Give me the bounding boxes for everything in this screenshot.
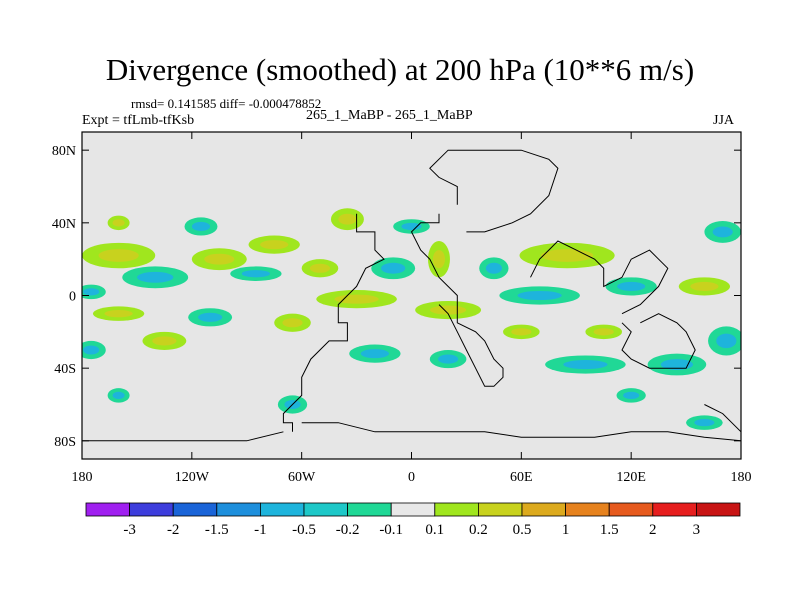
coastline-1 [410,213,504,387]
colorbar-box [303,502,348,517]
anomaly-core-pos-9 [432,250,445,269]
anomaly-core-neg-26 [716,333,737,349]
experiment-text: Expt = tfLmb-tfKsb [82,113,195,128]
colorbar-label: -0.2 [336,522,360,538]
colorbar-box [521,502,566,517]
anomaly-core-neg-3 [191,221,211,232]
anomaly-core-pos-35 [112,219,125,227]
field-layer [82,208,741,430]
colorbar-box [696,502,741,517]
colorbar-box [216,502,261,517]
coastline-7 [704,404,741,433]
anomaly-core-neg-5 [241,270,270,278]
y-tick-label: 80N [52,144,76,159]
anomaly-core-neg-24 [438,354,459,364]
anomaly-core-neg-27 [660,359,694,370]
colorbar-box [259,502,305,517]
x-tick-label: 180 [731,470,752,485]
colorbar-label: -3 [123,522,136,538]
coastline-layer [82,149,741,442]
colorbar-box [477,502,523,517]
anomaly-core-neg-12 [617,281,646,291]
anomaly-core-pos-18 [104,310,133,318]
x-tick-label: 180 [72,470,93,485]
colorbar-box [129,502,174,517]
anomaly-core-neg-14 [712,226,733,238]
colorbar-label: 1.5 [600,522,619,538]
anomaly-core-pos-29 [511,328,532,336]
anomaly-core-neg-25 [563,359,608,370]
season-text: JJA [713,113,735,128]
colorbar-box [85,502,130,517]
anomaly-core-pos-31 [309,263,331,273]
anomaly-core-pos-4 [260,240,289,250]
anomaly-core-neg-6 [83,288,100,296]
y-tick-label: 0 [69,290,76,305]
anomaly-core-pos-11 [540,249,594,262]
colorbar-box [565,502,610,517]
coastline-3 [530,240,669,315]
y-tick-label: 40S [54,362,76,377]
x-tick-label: 120W [175,470,210,485]
colorbar-label: 0.1 [425,522,444,538]
colorbar-box [434,502,479,517]
anomaly-core-pos-7 [338,213,357,225]
stats-text: rmsd= 0.141585 diff= -0.000478852 [131,96,322,111]
anomaly-core-pos-30 [593,328,614,336]
x-tick-label: 0 [408,470,415,485]
case-text: 265_1_MaBP - 265_1_MaBP [306,108,473,123]
y-tick-label: 40N [52,217,76,232]
coastline-0 [282,213,385,432]
x-tick-label: 60E [510,470,533,485]
anomaly-core-pos-13 [690,281,719,291]
y-tick-label: 80S [54,435,76,450]
colorbar-label: 0.2 [469,522,488,538]
anomaly-core-neg-17 [517,290,562,301]
colorbar-label: -0.5 [292,522,316,538]
map-background [82,132,741,459]
anomaly-core-neg-34 [112,391,125,400]
anomaly-core-neg-19 [198,312,223,322]
colorbar-box [390,502,436,517]
colorbar-label: -2 [167,522,180,538]
anomaly-core-pos-20 [152,336,177,346]
coastline-2 [429,149,559,233]
anomaly-core-pos-2 [204,253,235,265]
anomaly-core-neg-36 [694,419,715,427]
anomaly-core-pos-22 [282,318,303,328]
coastline-4 [621,313,696,369]
colorbar-box [652,502,697,517]
anomaly-core-neg-33 [623,391,640,400]
colorbar-label: -1 [254,522,267,538]
coastline-5 [301,422,741,442]
anomaly-core-neg-21 [83,345,100,355]
colorbar-label: 3 [693,522,701,538]
anomaly-core-neg-32 [401,222,422,231]
colorbar-label: 2 [649,522,657,538]
colorbar-box [172,502,218,517]
x-tick-label: 60W [288,470,316,485]
colorbar-label: 0.5 [513,522,532,538]
colorbar-box [608,502,654,517]
anomaly-core-pos-0 [98,249,139,262]
colorbar-label: -1.5 [205,522,229,538]
anomaly-core-neg-10 [485,262,502,274]
colorbar-label: -0.1 [379,522,403,538]
x-tick-label: 120E [616,470,646,485]
anomaly-core-neg-8 [381,262,406,274]
colorbar-box [347,502,392,517]
colorbar-label: 1 [562,522,570,538]
chart-title: Divergence (smoothed) at 200 hPa (10**6 … [105,52,695,87]
anomaly-core-neg-23 [360,349,389,359]
coastline-6 [82,431,284,442]
anomaly-core-neg-1 [137,271,174,283]
